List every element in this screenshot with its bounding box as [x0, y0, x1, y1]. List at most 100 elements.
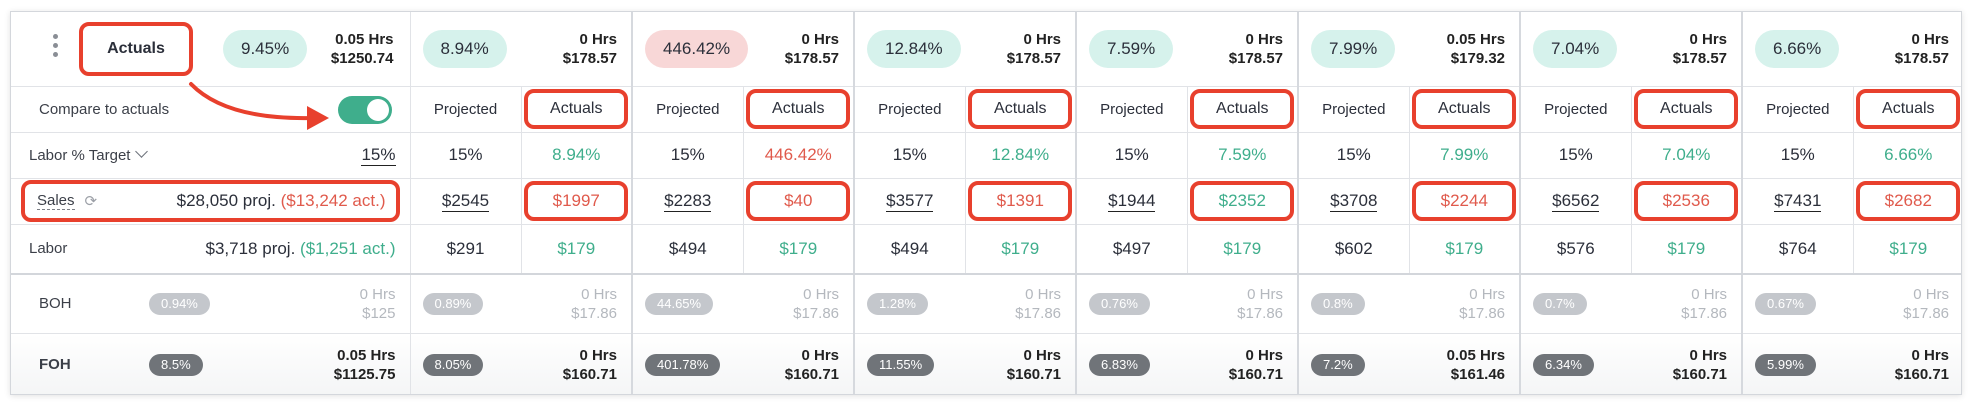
boh-day-pct-badge: 1.28%: [867, 292, 928, 315]
foh-day-cell: 5.99% 0 Hrs $160.71: [1742, 333, 1961, 394]
sales-proj-value[interactable]: $6562: [1552, 190, 1600, 212]
day-hours-cost: 0 Hrs $178.57: [1673, 30, 1727, 68]
labor-proj-value: $494: [668, 238, 707, 258]
sales-proj-value[interactable]: $3577: [886, 190, 934, 212]
target-cell: 15%: [632, 132, 744, 179]
labor-proj-cell: $494: [632, 224, 744, 275]
labor-summary-act: ($1,251 act.): [300, 238, 396, 258]
sales-act-cell: $1391: [965, 178, 1078, 225]
labor-act-cell: $179: [521, 224, 633, 275]
sales-label: Sales: [37, 192, 75, 210]
boh-day-pct-badge: 0.76%: [1089, 292, 1150, 315]
labor-row-label: Labor $3,718 proj. ($1,251 act.): [11, 224, 411, 275]
foh-day-cell: 6.83% 0 Hrs $160.71: [1076, 333, 1300, 394]
day-header-cell: 7.59% 0 Hrs $178.57: [1076, 12, 1300, 87]
actuals-label: Actuals: [968, 89, 1073, 129]
day-header-cell: 7.04% 0 Hrs $178.57: [1520, 12, 1744, 87]
day-labor-pct: 446.42%: [645, 29, 749, 68]
day-header-cell: 8.94% 0 Hrs $178.57: [410, 12, 633, 87]
projected-header: Projected: [1076, 86, 1188, 133]
sales-proj-value[interactable]: $2283: [664, 190, 712, 212]
target-value: 15%: [1780, 145, 1815, 164]
projected-header: Projected: [1520, 86, 1632, 133]
projected-label: Projected: [656, 100, 720, 118]
sales-proj-value[interactable]: $1944: [1108, 190, 1156, 212]
boh-row: BOH 0.94% 0 Hrs $125 0.89% 0 Hrs $17.86 …: [11, 274, 1961, 334]
day-hours: 0 Hrs: [1689, 30, 1728, 48]
projected-label: Projected: [1322, 100, 1386, 118]
boh-day-cell: 0.67% 0 Hrs $17.86: [1742, 274, 1961, 334]
boh-day-pct-badge: 44.65%: [645, 292, 714, 315]
boh-day-cell: 0.76% 0 Hrs $17.86: [1076, 274, 1300, 334]
labor-act-value: $179: [1445, 238, 1484, 258]
labor-target-label: Labor % Target: [29, 146, 131, 164]
foh-day-hours-cost: 0 Hrs $160.71: [1007, 346, 1061, 384]
view-selector[interactable]: Actuals: [79, 21, 193, 76]
sales-proj-cell: $2283: [632, 178, 744, 225]
labor-act-cell: $179: [1187, 224, 1300, 275]
boh-day-cell: 1.28% 0 Hrs $17.86: [854, 274, 1078, 334]
sales-proj-value[interactable]: $3708: [1330, 190, 1378, 212]
boh-day-cost: $17.86: [1681, 304, 1728, 322]
projected-header: Projected: [1298, 86, 1410, 133]
labor-proj-value: $291: [446, 238, 485, 258]
projected-header: Projected: [1742, 86, 1854, 133]
compare-toggle[interactable]: [337, 95, 392, 124]
sales-act-cell: $1997: [521, 178, 633, 225]
foh-day-hours: 0 Hrs: [1023, 346, 1062, 364]
day-hours: 0 Hrs: [1911, 30, 1950, 48]
foh-day-hours: 0 Hrs: [1245, 346, 1284, 364]
foh-day-hours: 0 Hrs: [801, 346, 840, 364]
boh-day-cost: $17.86: [1237, 304, 1284, 322]
day-cost: $178.57: [1894, 49, 1950, 67]
labor-proj-cell: $602: [1298, 224, 1410, 275]
foh-day-pct-badge: 8.05%: [422, 353, 484, 376]
sales-proj-value[interactable]: $2545: [441, 190, 490, 212]
labor-target-value[interactable]: 15%: [361, 144, 396, 166]
sales-row-label: Sales ⟳ $28,050 proj. ($13,242 act.): [11, 178, 411, 225]
sales-proj-value[interactable]: $7431: [1774, 190, 1822, 212]
boh-day-hours: 0 Hrs: [1913, 285, 1950, 303]
foh-day-hours: 0.05 Hrs: [1446, 346, 1506, 364]
labor-act-value: $179: [1667, 238, 1706, 258]
boh-day-pct-badge: 0.89%: [422, 292, 484, 315]
boh-day-hours-cost: 0 Hrs $17.86: [1459, 285, 1505, 323]
boh-day-hours-cost: 0 Hrs $17.86: [1237, 285, 1283, 323]
day-hours-cost: 0.05 Hrs $179.32: [1447, 30, 1505, 68]
foh-day-cell: 6.34% 0 Hrs $160.71: [1520, 333, 1744, 394]
compare-row: Compare to actuals Projected Actuals Proj…: [11, 86, 1961, 133]
actuals-header: Actuals: [1853, 86, 1961, 133]
target-value: 15%: [1114, 145, 1149, 164]
day-header-cell: 7.99% 0.05 Hrs $179.32: [1298, 12, 1522, 87]
target-cell: 15%: [1076, 132, 1188, 179]
labor-proj-cell: $291: [410, 224, 522, 275]
boh-row-label: BOH 0.94% 0 Hrs $125: [11, 274, 411, 334]
boh-day-hours: 0 Hrs: [803, 285, 840, 303]
foh-day-hours-cost: 0 Hrs $160.71: [1229, 346, 1283, 384]
day-hours: 0 Hrs: [1023, 30, 1062, 48]
target-value: 15%: [1336, 145, 1371, 164]
sales-act-cell: $2536: [1631, 178, 1744, 225]
sales-act-value: $1391: [968, 181, 1073, 221]
boh-day-cost: $17.86: [571, 304, 617, 322]
labor-proj-value: $497: [1112, 238, 1151, 258]
boh-day-cost: $17.86: [1015, 304, 1062, 322]
labor-act-value: $179: [779, 238, 818, 258]
foh-day-pct-badge: 7.2%: [1311, 353, 1365, 376]
labor-act-cell: $179: [965, 224, 1078, 275]
foh-day-hours-cost: 0 Hrs $160.71: [563, 346, 617, 384]
labor-target-dropdown[interactable]: Labor % Target: [29, 144, 149, 164]
vertical-dots-icon[interactable]: [53, 34, 59, 61]
sales-proj-cell: $3708: [1298, 178, 1410, 225]
sales-act-value: $1997: [524, 181, 629, 221]
boh-day-hours: 0 Hrs: [1247, 285, 1284, 303]
foh-label: FOH: [39, 356, 71, 374]
sync-icon[interactable]: ⟳: [84, 193, 98, 210]
day-hours: 0 Hrs: [801, 30, 840, 48]
foh-day-hours-cost: 0 Hrs $160.71: [1673, 346, 1727, 384]
day-cost: $179.32: [1450, 49, 1506, 67]
sales-proj-cell: $7431: [1742, 178, 1854, 225]
summary-cost: $1250.74: [330, 49, 394, 67]
labor-act-cell: $179: [743, 224, 856, 275]
foh-day-cell: 401.78% 0 Hrs $160.71: [632, 333, 856, 394]
